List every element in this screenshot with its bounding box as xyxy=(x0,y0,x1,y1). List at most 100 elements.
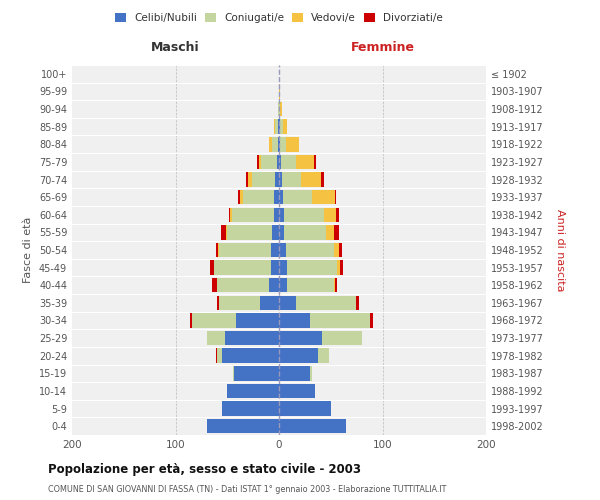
Text: Maschi: Maschi xyxy=(151,42,200,54)
Bar xyxy=(335,278,337,292)
Bar xyxy=(278,137,279,152)
Bar xyxy=(296,154,314,169)
Bar xyxy=(238,190,239,204)
Bar xyxy=(277,154,279,169)
Bar xyxy=(326,225,334,240)
Bar xyxy=(310,314,370,328)
Bar xyxy=(286,243,334,257)
Bar xyxy=(214,260,271,275)
Bar xyxy=(274,190,279,204)
Bar xyxy=(279,402,331,416)
Bar xyxy=(217,296,219,310)
Bar xyxy=(246,172,248,186)
Bar xyxy=(279,419,346,434)
Bar xyxy=(279,348,319,363)
Bar xyxy=(287,278,334,292)
Bar xyxy=(230,208,232,222)
Bar xyxy=(272,225,279,240)
Bar xyxy=(370,314,373,328)
Bar xyxy=(337,260,340,275)
Bar xyxy=(279,102,280,117)
Bar xyxy=(279,172,282,186)
Bar xyxy=(339,243,342,257)
Bar xyxy=(218,243,219,257)
Bar xyxy=(216,243,218,257)
Bar xyxy=(283,120,287,134)
Bar xyxy=(206,419,279,434)
Bar xyxy=(212,278,217,292)
Bar xyxy=(206,331,225,345)
Bar xyxy=(286,137,299,152)
Bar xyxy=(192,314,236,328)
Bar xyxy=(269,278,279,292)
Bar xyxy=(314,154,316,169)
Bar xyxy=(280,137,286,152)
Bar xyxy=(278,102,279,117)
Bar xyxy=(222,348,279,363)
Bar xyxy=(334,225,339,240)
Bar xyxy=(232,208,274,222)
Legend: Celibi/Nubili, Coniugati/e, Vedovi/e, Divorziati/e: Celibi/Nubili, Coniugati/e, Vedovi/e, Di… xyxy=(113,11,445,25)
Bar xyxy=(272,137,278,152)
Bar xyxy=(279,243,286,257)
Bar xyxy=(275,172,279,186)
Bar xyxy=(262,154,277,169)
Bar xyxy=(334,278,335,292)
Y-axis label: Anni di nascita: Anni di nascita xyxy=(554,209,565,291)
Bar xyxy=(209,260,214,275)
Bar xyxy=(336,208,339,222)
Bar xyxy=(260,296,279,310)
Bar xyxy=(279,225,284,240)
Bar xyxy=(269,137,272,152)
Bar xyxy=(296,296,356,310)
Bar xyxy=(217,278,269,292)
Bar xyxy=(236,314,279,328)
Bar xyxy=(334,243,339,257)
Bar xyxy=(190,314,192,328)
Bar xyxy=(222,402,279,416)
Bar xyxy=(219,243,271,257)
Bar xyxy=(239,190,243,204)
Bar xyxy=(274,208,279,222)
Text: COMUNE DI SAN GIOVANNI DI FASSA (TN) - Dati ISTAT 1° gennaio 2003 - Elaborazione: COMUNE DI SAN GIOVANNI DI FASSA (TN) - D… xyxy=(48,485,446,494)
Bar xyxy=(221,225,226,240)
Bar xyxy=(279,208,284,222)
Y-axis label: Fasce di età: Fasce di età xyxy=(23,217,33,283)
Bar xyxy=(284,208,323,222)
Bar xyxy=(279,384,315,398)
Bar xyxy=(217,348,222,363)
Bar xyxy=(271,243,279,257)
Bar xyxy=(243,190,274,204)
Text: Popolazione per età, sesso e stato civile - 2003: Popolazione per età, sesso e stato civil… xyxy=(48,462,361,475)
Bar xyxy=(323,208,336,222)
Bar xyxy=(335,190,336,204)
Bar xyxy=(279,331,322,345)
Bar xyxy=(279,314,310,328)
Bar xyxy=(283,190,312,204)
Bar xyxy=(279,190,283,204)
Bar xyxy=(279,120,280,134)
Bar xyxy=(284,225,326,240)
Bar xyxy=(279,366,310,380)
Bar xyxy=(226,225,227,240)
Bar xyxy=(319,348,329,363)
Bar xyxy=(356,296,359,310)
Bar xyxy=(340,260,343,275)
Bar xyxy=(229,208,230,222)
Bar xyxy=(259,154,262,169)
Bar xyxy=(279,260,287,275)
Bar xyxy=(279,278,287,292)
Bar xyxy=(257,154,259,169)
Bar xyxy=(280,120,283,134)
Bar xyxy=(235,366,279,380)
Bar xyxy=(219,296,260,310)
Bar xyxy=(322,331,362,345)
Bar xyxy=(281,154,296,169)
Bar xyxy=(216,348,217,363)
Bar xyxy=(278,120,279,134)
Bar xyxy=(312,190,335,204)
Bar xyxy=(282,172,301,186)
Bar xyxy=(252,172,275,186)
Bar xyxy=(225,331,279,345)
Bar xyxy=(275,120,278,134)
